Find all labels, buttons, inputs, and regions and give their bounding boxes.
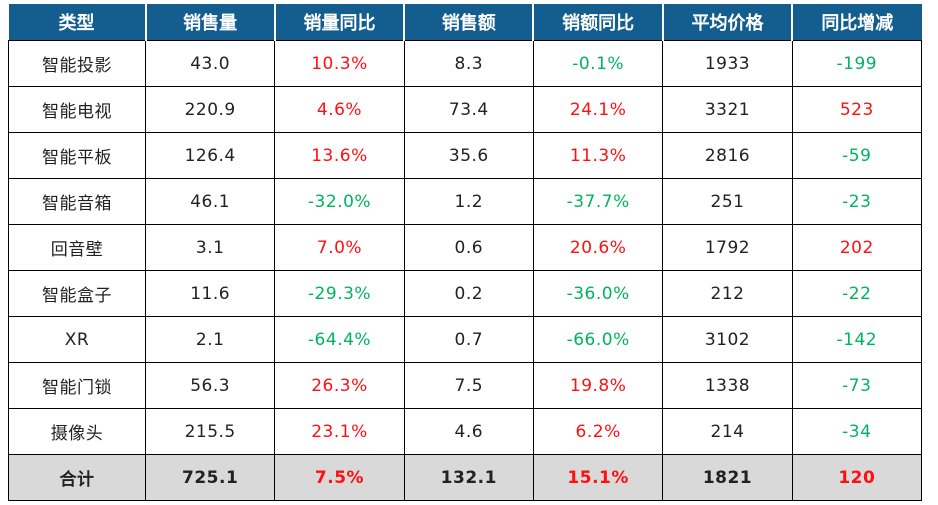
column-header-sales-volume: 销售量 (144, 4, 275, 41)
value-cell: -0.1% (532, 40, 664, 87)
value-cell: 0.2 (403, 270, 534, 317)
value-cell: -22 (791, 270, 923, 317)
value-cell: 1933 (662, 40, 793, 87)
value-cell: -142 (791, 316, 923, 363)
value-cell: 13.6% (274, 132, 405, 179)
value-cell: 35.6 (403, 132, 534, 179)
value-cell: 4.6 (403, 408, 534, 455)
table-row: 智能门锁 56.3 26.3% 7.5 19.8% 1338 -73 (8, 362, 923, 409)
column-header-volume-yoy: 销量同比 (273, 4, 405, 41)
value-cell: 3.1 (144, 224, 276, 271)
value-cell: -34 (791, 408, 923, 455)
category-cell: XR (8, 316, 146, 363)
value-cell: 2.1 (144, 316, 276, 363)
value-cell: 1792 (662, 224, 793, 271)
value-cell: 132.1 (403, 454, 534, 501)
value-cell: -66.0% (532, 316, 664, 363)
value-cell: -64.4% (274, 316, 405, 363)
value-cell: 7.5% (274, 454, 405, 501)
value-cell: 11.6 (144, 270, 276, 317)
table-row: 智能平板 126.4 13.6% 35.6 11.3% 2816 -59 (8, 132, 923, 179)
value-cell: 15.1% (532, 454, 664, 501)
smart-home-sales-table: 类型 销售量 销量同比 销售额 销额同比 平均价格 同比增减 智能投影 43.0 10.3% 8.… (8, 4, 923, 501)
value-cell: 214 (662, 408, 793, 455)
header-row: 类型 销售量 销量同比 销售额 销额同比 平均价格 同比增减 (8, 4, 922, 41)
value-cell: 3102 (662, 316, 793, 363)
category-cell: 智能投影 (8, 40, 146, 87)
value-cell: 1.2 (403, 178, 534, 225)
value-cell: 120 (791, 454, 923, 501)
value-cell: -23 (791, 178, 923, 225)
table-row: 回音壁 3.1 7.0% 0.6 20.6% 1792 202 (8, 224, 923, 271)
value-cell: 8.3 (403, 40, 534, 87)
value-cell: 523 (791, 86, 923, 133)
category-cell: 回音壁 (8, 224, 146, 271)
column-header-amount-yoy: 销额同比 (532, 4, 663, 41)
column-header-average-price: 平均价格 (661, 4, 793, 41)
value-cell: 4.6% (274, 86, 405, 133)
value-cell: -36.0% (532, 270, 664, 317)
value-cell: 215.5 (144, 408, 276, 455)
value-cell: 46.1 (144, 178, 276, 225)
value-cell: -37.7% (532, 178, 664, 225)
value-cell: 126.4 (144, 132, 276, 179)
value-cell: 11.3% (532, 132, 664, 179)
table-row: 智能音箱 46.1 -32.0% 1.2 -37.7% 251 -23 (8, 178, 923, 225)
category-cell: 智能门锁 (8, 362, 146, 409)
value-cell: 56.3 (144, 362, 276, 409)
category-cell: 合计 (8, 454, 146, 501)
value-cell: 1338 (662, 362, 793, 409)
value-cell: 220.9 (144, 86, 276, 133)
value-cell: 1821 (662, 454, 793, 501)
value-cell: 7.0% (274, 224, 405, 271)
category-cell: 智能电视 (8, 86, 146, 133)
table-row: 智能电视 220.9 4.6% 73.4 24.1% 3321 523 (8, 86, 923, 133)
value-cell: 251 (662, 178, 793, 225)
value-cell: -73 (791, 362, 923, 409)
value-cell: 6.2% (532, 408, 664, 455)
value-cell: 23.1% (274, 408, 405, 455)
value-cell: 2816 (662, 132, 793, 179)
category-cell: 智能平板 (8, 132, 146, 179)
column-header-category: 类型 (8, 4, 146, 41)
value-cell: 73.4 (403, 86, 534, 133)
value-cell: -59 (791, 132, 923, 179)
value-cell: 725.1 (144, 454, 276, 501)
value-cell: -32.0% (274, 178, 405, 225)
total-row: 合计 725.1 7.5% 132.1 15.1% 1821 120 (8, 454, 923, 501)
value-cell: 24.1% (532, 86, 664, 133)
table-row: XR 2.1 -64.4% 0.7 -66.0% 3102 -142 (8, 316, 923, 363)
table-row: 智能盒子 11.6 -29.3% 0.2 -36.0% 212 -22 (8, 270, 923, 317)
value-cell: 7.5 (403, 362, 534, 409)
table-row: 摄像头 215.5 23.1% 4.6 6.2% 214 -34 (8, 408, 923, 455)
value-cell: 0.6 (403, 224, 534, 271)
value-cell: 202 (791, 224, 923, 271)
value-cell: 212 (662, 270, 793, 317)
category-cell: 智能音箱 (8, 178, 146, 225)
category-cell: 智能盒子 (8, 270, 146, 317)
value-cell: -29.3% (274, 270, 405, 317)
value-cell: 20.6% (532, 224, 664, 271)
value-cell: 43.0 (144, 40, 276, 87)
value-cell: 0.7 (403, 316, 534, 363)
column-header-sales-amount: 销售额 (403, 4, 534, 41)
value-cell: 19.8% (532, 362, 664, 409)
category-cell: 摄像头 (8, 408, 146, 455)
column-header-yoy-price-change: 同比增减 (791, 4, 922, 41)
value-cell: 26.3% (274, 362, 405, 409)
value-cell: 3321 (662, 86, 793, 133)
value-cell: 10.3% (274, 40, 405, 87)
table-row: 智能投影 43.0 10.3% 8.3 -0.1% 1933 -199 (8, 40, 923, 87)
value-cell: -199 (791, 40, 923, 87)
